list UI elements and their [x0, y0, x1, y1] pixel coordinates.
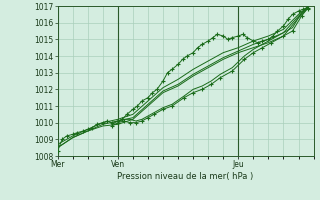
X-axis label: Pression niveau de la mer( hPa ): Pression niveau de la mer( hPa )	[117, 172, 254, 181]
